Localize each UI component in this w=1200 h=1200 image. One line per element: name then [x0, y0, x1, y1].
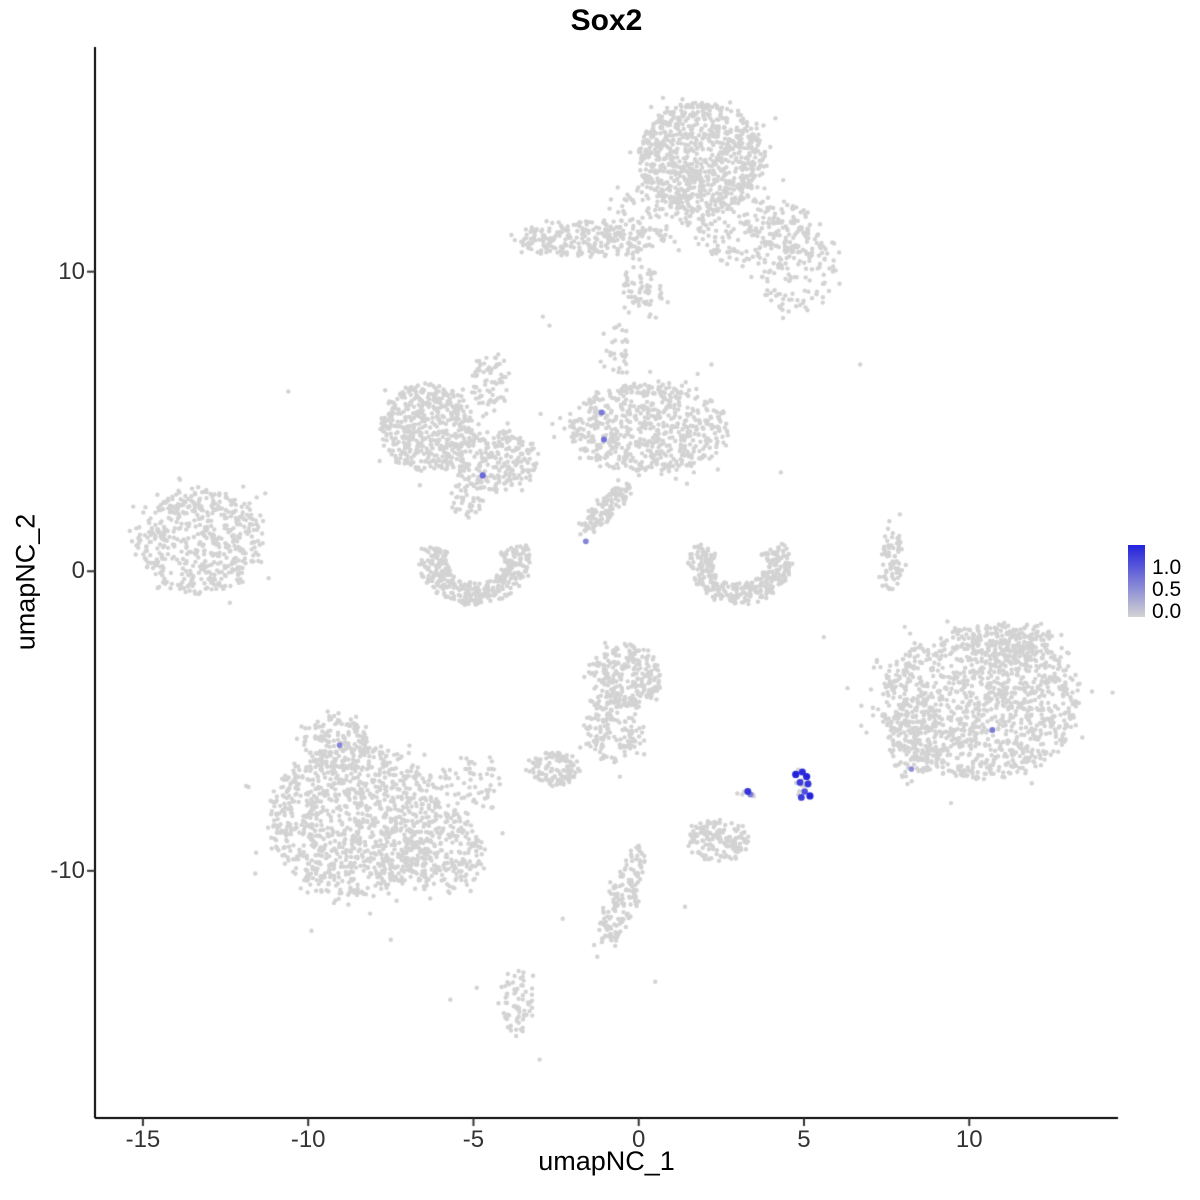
x-tick-label: 0 [632, 1126, 646, 1153]
x-tick-label: -15 [125, 1126, 161, 1153]
y-tick-label: 10 [58, 257, 85, 285]
y-tick-label: 0 [71, 557, 85, 585]
x-tick-label: -5 [462, 1126, 485, 1153]
x-axis-label: umapNC_1 [538, 1146, 675, 1176]
x-tick-label: -10 [290, 1126, 326, 1153]
y-axis-label: umapNC_2 [10, 513, 41, 651]
plot-title: Sox2 [570, 4, 643, 37]
x-tick-label: 5 [797, 1126, 811, 1153]
y-tick-label: -10 [50, 856, 85, 884]
x-tick-label: 10 [955, 1126, 983, 1153]
